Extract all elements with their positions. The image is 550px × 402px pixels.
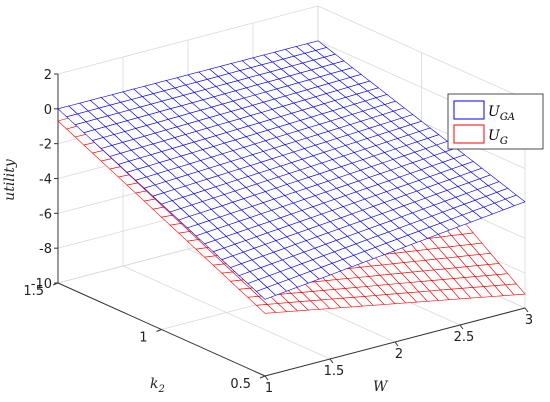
- z-tick-label: -4: [39, 173, 52, 188]
- x-tick-label: 2: [395, 347, 403, 362]
- x-tick-mark: [394, 341, 399, 347]
- x-tick-label: 1: [265, 381, 273, 396]
- y-axis-label-sub: 2: [157, 384, 164, 395]
- z-tick-label: 0: [44, 103, 52, 118]
- z-tick-label: -2: [39, 138, 52, 153]
- y-tick-mark: [259, 375, 266, 379]
- x-tick-mark: [264, 375, 269, 381]
- legend-swatch-u-g: [453, 124, 485, 144]
- x-tick-mark: [329, 358, 334, 364]
- y-tick-mark: [52, 282, 59, 286]
- y-tick-label: 1: [139, 331, 147, 346]
- axes: [52, 73, 529, 381]
- y-tick-label: 1.5: [23, 284, 44, 299]
- surface-cell: [504, 194, 526, 207]
- x-tick-mark: [459, 324, 464, 330]
- z-tick-label: -6: [39, 207, 52, 222]
- z-axis-label: utility: [2, 158, 18, 201]
- tick-labels: 2 0 -2 -4 -6 -8 -10 0.5 1 1.5 1 1.5 2 2.5 3: [23, 68, 533, 396]
- x-tick-label: 2.5: [454, 330, 475, 345]
- z-tick-label: -8: [39, 242, 52, 257]
- legend-label-u-g: UG: [488, 128, 508, 147]
- z-tick-label: 2: [44, 68, 52, 83]
- y-axis-label-main: k: [150, 376, 158, 392]
- legend: UGA UG: [447, 93, 544, 150]
- legend-label-u-ga: UGA: [488, 104, 515, 123]
- y-tick-mark: [156, 329, 162, 332]
- x-tick-mark: [524, 307, 529, 313]
- y-axis-label: k2: [150, 376, 165, 395]
- y-tick-label: 0.5: [230, 377, 251, 392]
- x-tick-label: 3: [525, 313, 533, 328]
- x-axis-label: W: [373, 379, 389, 395]
- z-tick-label: -10: [31, 277, 52, 292]
- legend-swatch-u-ga: [453, 100, 485, 120]
- x-tick-label: 1.5: [324, 364, 345, 379]
- surface-u-ga: [57, 40, 526, 300]
- surface-cell: [504, 283, 526, 296]
